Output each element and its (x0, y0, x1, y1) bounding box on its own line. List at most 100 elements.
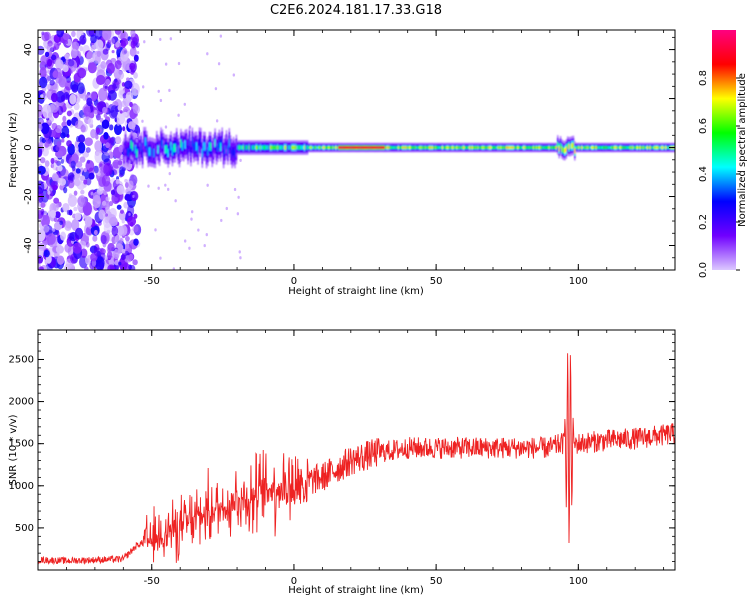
signal-cell (605, 146, 607, 149)
signal-cell (491, 146, 494, 149)
signal-cell (426, 146, 428, 149)
signal-cell (215, 145, 218, 155)
signal-cell (379, 146, 381, 149)
signal-cell (561, 146, 563, 152)
signal-cell (532, 146, 535, 149)
noise-blob (121, 219, 125, 224)
signal-cell (434, 146, 437, 149)
noise-blob (87, 117, 94, 126)
signal-cell (170, 141, 172, 151)
noise-blob (119, 237, 124, 245)
noise-blob (159, 37, 162, 42)
noise-blob (84, 137, 93, 147)
snr-x-ticks: -50 0 50 100 (37, 330, 665, 587)
noise-blob (109, 109, 118, 119)
signal-cell (313, 146, 316, 149)
signal-cell (397, 146, 400, 149)
noise-blob (40, 157, 46, 164)
noise-blob (55, 59, 64, 70)
signal-cell (197, 145, 199, 155)
colorbar: 0.0 0.2 0.4 0.6 0.8 Normalized spectral ampl… (698, 30, 748, 278)
signal-cell (603, 146, 606, 149)
signal-cell (443, 146, 445, 149)
signal-cell (444, 146, 447, 149)
signal-cell (241, 145, 243, 150)
signal-cell (640, 146, 643, 149)
signal-cell (259, 145, 262, 150)
noise-blob (38, 105, 43, 118)
signal-cell (190, 147, 192, 156)
noise-blob (123, 111, 128, 117)
signal-cell (256, 145, 259, 150)
noise-blob (132, 104, 141, 114)
colorbar-ticks: 0.0 0.2 0.4 0.6 0.8 (698, 70, 740, 278)
y-tick-label: -40 (23, 237, 34, 253)
signal-cell (357, 146, 360, 149)
noise-blob (157, 186, 160, 190)
signal-cell (625, 146, 627, 149)
signal-cell (454, 146, 457, 149)
noise-blob (147, 184, 150, 188)
noise-blob (55, 90, 65, 103)
noise-blob (74, 145, 80, 153)
signal-cell (502, 146, 505, 149)
signal-cell (311, 146, 313, 149)
noise-blob (118, 86, 125, 95)
noise-blob (52, 46, 57, 51)
signal-cell (579, 146, 582, 149)
noise-blob (74, 120, 84, 130)
noise-blob (71, 218, 80, 231)
signal-cell (339, 146, 342, 149)
signal-cell (234, 149, 236, 158)
signal-cell (539, 146, 542, 149)
noise-blob (47, 111, 53, 118)
signal-cell (124, 141, 127, 150)
signal-cell (322, 146, 324, 149)
signal-cell (473, 146, 475, 149)
signal-cell (649, 146, 651, 149)
noise-blob (177, 61, 181, 66)
signal-cell (525, 146, 528, 149)
signal-cell (333, 146, 336, 149)
noise-blob (174, 199, 177, 203)
signal-cell (490, 146, 492, 149)
signal-cell (374, 146, 377, 149)
signal-cell (646, 146, 649, 149)
colorbar-tick-label: 0.4 (698, 166, 709, 182)
signal-cell (458, 146, 461, 149)
noise-blob (73, 173, 82, 187)
noise-blob (109, 137, 115, 144)
noise-blob (82, 151, 90, 158)
signal-cell (372, 146, 374, 149)
signal-cell (568, 144, 570, 150)
signal-cell (126, 147, 128, 156)
signal-cell (538, 146, 541, 149)
signal-cell (347, 146, 350, 149)
signal-cell (180, 139, 182, 148)
signal-cell (531, 146, 533, 149)
noise-blob (84, 266, 89, 270)
noise-blob (190, 210, 194, 214)
noise-blob (93, 165, 99, 174)
signal-cell (453, 146, 455, 149)
signal-cell (204, 142, 206, 151)
signal-cell (394, 146, 397, 149)
noise-blob (95, 74, 106, 86)
noise-blob (74, 227, 84, 240)
noise-blob (73, 102, 80, 111)
signal-cell (181, 142, 184, 151)
spectrogram-frame (37, 29, 676, 271)
noise-blob (74, 212, 82, 221)
noise-blob (118, 144, 124, 153)
signal-cell (157, 145, 160, 154)
noise-blob (107, 264, 115, 270)
noise-blob (50, 180, 59, 190)
signal-cell (178, 148, 181, 157)
noise-blob (86, 50, 96, 63)
noise-blob (111, 50, 115, 54)
noise-blob (125, 235, 130, 242)
noise-blob (94, 150, 103, 164)
noise-blob (95, 256, 105, 270)
signal-cell (274, 145, 276, 150)
signal-cell (406, 146, 408, 149)
